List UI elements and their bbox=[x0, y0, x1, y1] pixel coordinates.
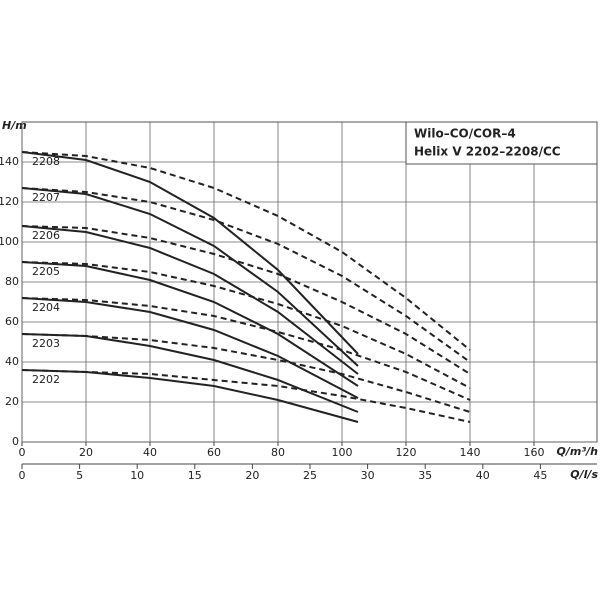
curve bbox=[21, 297, 471, 401]
curve bbox=[21, 261, 471, 389]
series-label: 2207 bbox=[32, 191, 60, 204]
x2-tick-label: 5 bbox=[76, 469, 83, 482]
y-tick-label: 120 bbox=[0, 195, 19, 208]
curve bbox=[21, 261, 359, 387]
curve bbox=[21, 151, 359, 355]
x2-tick-label: 0 bbox=[19, 469, 26, 482]
curve bbox=[21, 187, 471, 363]
y-tick-label: 80 bbox=[5, 275, 19, 288]
x2-tick-label: 30 bbox=[361, 469, 375, 482]
series-label: 2204 bbox=[32, 301, 60, 314]
y-tick-label: 40 bbox=[5, 355, 19, 368]
x2-tick-label: 25 bbox=[303, 469, 317, 482]
y-tick-label: 140 bbox=[0, 155, 19, 168]
x-axis-label: Q/m³/h bbox=[557, 445, 599, 458]
curve bbox=[21, 225, 359, 375]
x2-axis-label: Q/l/s bbox=[570, 468, 598, 481]
chart-title: Wilo–CO/COR–4 bbox=[414, 127, 516, 141]
x2-tick-label: 35 bbox=[418, 469, 432, 482]
x-tick-label: 60 bbox=[207, 446, 221, 459]
x2-tick-label: 20 bbox=[245, 469, 259, 482]
curve bbox=[21, 333, 359, 413]
x-tick-label: 20 bbox=[79, 446, 93, 459]
series-label: 2205 bbox=[32, 265, 60, 278]
y-tick-label: 0 bbox=[12, 435, 19, 448]
series-label: 2206 bbox=[32, 229, 60, 242]
curve bbox=[21, 333, 471, 413]
series-label: 2202 bbox=[32, 373, 60, 386]
x2-tick-label: 40 bbox=[476, 469, 490, 482]
x-tick-label: 120 bbox=[396, 446, 417, 459]
x-tick-label: 160 bbox=[524, 446, 545, 459]
curve bbox=[21, 225, 471, 375]
x2-tick-label: 10 bbox=[130, 469, 144, 482]
series-label: 2208 bbox=[32, 155, 60, 168]
x-tick-label: 140 bbox=[460, 446, 481, 459]
chart-title: Helix V 2202–2208/CC bbox=[414, 145, 561, 159]
curve bbox=[21, 369, 471, 423]
title-box bbox=[405, 121, 598, 165]
curve bbox=[21, 187, 359, 367]
curve bbox=[21, 151, 471, 351]
series-label: 2203 bbox=[32, 337, 60, 350]
y-tick-label: 60 bbox=[5, 315, 19, 328]
x-tick-label: 80 bbox=[271, 446, 285, 459]
x-tick-label: 0 bbox=[19, 446, 26, 459]
x-tick-label: 100 bbox=[332, 446, 353, 459]
x-tick-label: 40 bbox=[143, 446, 157, 459]
x2-tick-label: 45 bbox=[533, 469, 547, 482]
y-axis-label: H/m bbox=[2, 119, 27, 132]
y-tick-label: 20 bbox=[5, 395, 19, 408]
curve bbox=[21, 369, 359, 423]
y-tick-label: 100 bbox=[0, 235, 19, 248]
x2-tick-label: 15 bbox=[188, 469, 202, 482]
